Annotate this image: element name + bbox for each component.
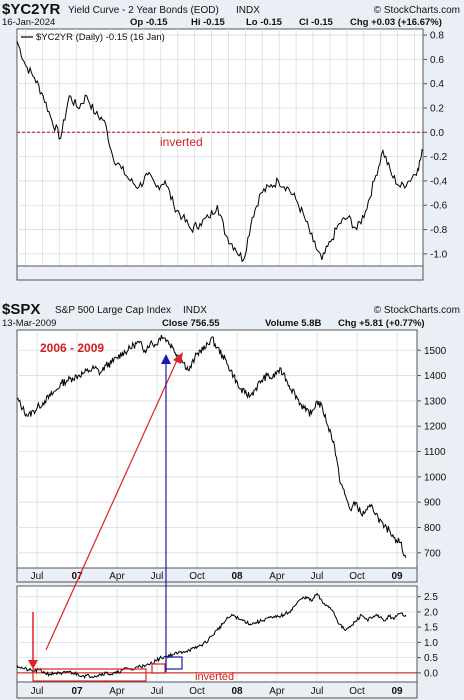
y-tick-label: 0.5 (424, 653, 438, 664)
x-tick-label: Jul (311, 571, 324, 582)
top-series-line (16, 41, 424, 263)
price-series-line (16, 334, 407, 559)
top-brand: © StockCharts.com (374, 5, 460, 16)
bottom-close: Close 756.55 (162, 318, 220, 329)
top-cl: Cl -0.15 (299, 17, 334, 28)
lower-series-line (16, 592, 407, 679)
blue-up-arrowhead (161, 354, 171, 364)
top-legend: $YC2YR (Daily) -0.15 (16 Jan) (36, 32, 165, 43)
top-plot-area (16, 28, 424, 267)
x-tick-label: Jul (151, 686, 164, 697)
y-tick-label: 2.0 (424, 607, 438, 618)
x-tick-label: Apr (269, 571, 285, 582)
y-tick-label: 1.0 (424, 638, 438, 649)
y-tick-label: -0.2 (430, 152, 448, 163)
x-tick-label: 07 (71, 571, 83, 582)
y-tick-label: 0.2 (430, 104, 444, 115)
bottom-chg: Chg +5.81 (+0.77%) (338, 318, 425, 329)
y-tick-label: 1000 (424, 472, 447, 483)
lower-month-band (16, 681, 418, 699)
lower-y-axis: 2.5 2.0 1.5 1.0 0.5 0.0 (417, 592, 438, 679)
y-tick-label: 700 (424, 548, 441, 559)
y-tick-label: 0.0 (424, 668, 438, 679)
price-month-band (16, 567, 418, 583)
x-tick-label: Apr (269, 686, 285, 697)
top-exchange: INDX (236, 5, 260, 16)
bottom-volume: Volume 5.8B (265, 318, 321, 329)
top-chg: Chg +0.03 (+16.67%) (350, 17, 442, 28)
x-tick-label: Jul (151, 571, 164, 582)
top-lo: Lo -0.15 (246, 17, 283, 28)
y-tick-label: -0.6 (430, 201, 448, 212)
red-diagonal-arrowhead (173, 352, 183, 364)
y-tick-label: -0.8 (430, 225, 448, 236)
red-diagonal-arrow (45, 357, 179, 651)
red-inverted-box (32, 668, 147, 682)
x-tick-label: Apr (109, 571, 125, 582)
x-tick-label: 09 (391, 571, 403, 582)
bottom-description: S&P 500 Large Cap Index (55, 305, 171, 316)
bottom-symbol: $SPX (2, 301, 40, 318)
y-tick-label: 1500 (424, 346, 447, 357)
y-tick-label: 800 (424, 523, 441, 534)
y-tick-label: -1.0 (430, 249, 448, 260)
x-tick-label: Oct (349, 571, 365, 582)
y-tick-label: 900 (424, 498, 441, 509)
bottom-brand: © StockCharts.com (374, 305, 460, 316)
lower-inverted-label: inverted (195, 671, 234, 683)
price-plot-area (16, 329, 418, 569)
x-tick-label: Oct (349, 686, 365, 697)
annotation-arrows (28, 352, 183, 682)
y-tick-label: 1300 (424, 396, 447, 407)
lower-plot-area (16, 585, 418, 683)
red-small-box (151, 663, 166, 674)
price-y-axis: 1500 1400 1300 1200 1100 1000 900 800 700 (417, 346, 447, 559)
y-tick-label: 0.8 (430, 31, 444, 42)
top-date: 16-Jan-2024 (2, 17, 55, 28)
x-tick-label: Jul (31, 571, 44, 582)
price-grid (17, 330, 417, 568)
blue-box (165, 656, 183, 670)
top-inverted-label: inverted (160, 135, 203, 149)
y-tick-label: 1200 (424, 422, 447, 433)
x-tick-label: Oct (189, 571, 205, 582)
bottom-exchange: INDX (183, 305, 207, 316)
x-tick-label: Apr (109, 686, 125, 697)
red-down-arrowhead (28, 660, 38, 669)
bottom-date: 13-Mar-2009 (2, 318, 56, 329)
lower-x-axis: Jul 07 Apr Jul Oct 08 Apr Jul Oct 09 (31, 686, 403, 697)
top-hi: Hi -0.15 (191, 17, 226, 28)
x-tick-label: Oct (189, 686, 205, 697)
x-tick-label: 09 (391, 686, 403, 697)
top-symbol: $YC2YR (2, 1, 61, 18)
x-tick-label: 07 (71, 686, 83, 697)
y-tick-label: 0.0 (430, 128, 444, 139)
x-tick-label: Jul (311, 686, 324, 697)
y-tick-label: 2.5 (424, 592, 438, 603)
y-tick-label: 1100 (424, 447, 446, 458)
x-tick-label: Jul (31, 686, 44, 697)
y-tick-label: 1400 (424, 371, 447, 382)
price-x-axis: Jul 07 Apr Jul Oct 08 Apr Jul Oct 09 (31, 571, 403, 582)
top-description: Yield Curve - 2 Year Bonds (EOD) (68, 5, 219, 16)
y-tick-label: -0.4 (430, 176, 448, 187)
x-tick-label: 08 (231, 686, 243, 697)
top-grid (17, 29, 423, 266)
x-tick-label: 08 (231, 571, 243, 582)
top-month-band (16, 265, 424, 281)
top-op: Op -0.15 (130, 17, 168, 28)
y-tick-label: 1.5 (424, 623, 438, 634)
top-y-axis: 0.8 0.6 0.4 0.2 0.0 -0.2 -0.4 -0.6 -0.8 -1.0 (423, 31, 448, 260)
y-tick-label: 0.6 (430, 55, 444, 66)
period-label: 2006 - 2009 (40, 341, 104, 355)
y-tick-label: 0.4 (430, 79, 444, 90)
